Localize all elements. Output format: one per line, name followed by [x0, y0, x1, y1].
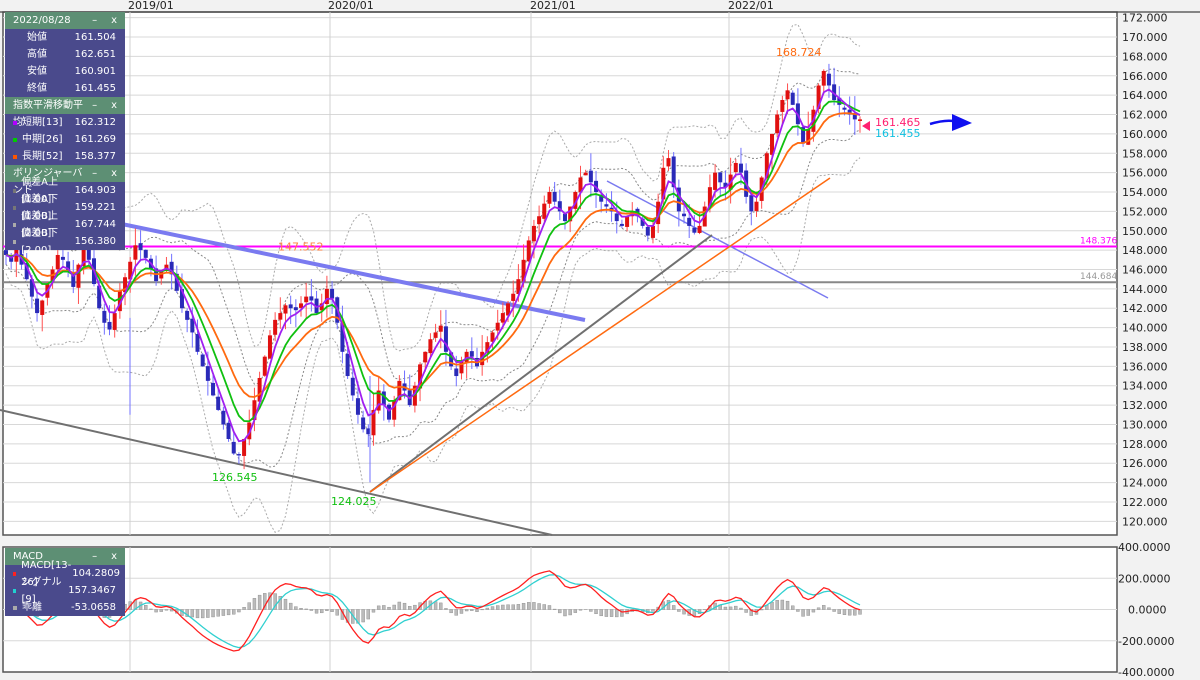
- macd-y-tick-label: 200.0000: [1118, 572, 1171, 585]
- y-tick-label: 156.000: [1122, 167, 1168, 180]
- legend-dot-icon: [13, 121, 17, 125]
- y-tick-label: 162.000: [1122, 109, 1168, 122]
- legend-dot-icon: [13, 589, 16, 593]
- y-tick-label: 168.000: [1122, 50, 1168, 63]
- bb-row-b-lower: 偏差B下[2.00]156.380: [5, 233, 125, 250]
- y-tick-label: 130.000: [1122, 418, 1168, 431]
- legend-dot-icon: [13, 240, 16, 244]
- svg-text:144.684: 144.684: [1080, 272, 1117, 282]
- y-tick-label: 128.000: [1122, 438, 1168, 451]
- legend-dot-icon: [13, 138, 17, 142]
- ema-panel-header: 指数平滑移動平均 –x: [5, 97, 125, 114]
- close-icon[interactable]: x: [111, 97, 117, 114]
- macd-row-signal: シグナル[9]157.3467: [5, 582, 125, 599]
- y-tick-label: 142.000: [1122, 302, 1168, 315]
- ohlc-panel-title: 2022/08/28: [13, 12, 71, 29]
- svg-text:148.376: 148.376: [1080, 236, 1117, 246]
- x-tick-2020: 2020/01: [328, 0, 374, 12]
- y-tick-label: 144.000: [1122, 283, 1168, 296]
- y-tick-label: 122.000: [1122, 496, 1168, 509]
- minimize-icon[interactable]: –: [92, 12, 97, 29]
- y-tick-label: 164.000: [1122, 89, 1168, 102]
- y-tick-label: 166.000: [1122, 70, 1168, 83]
- svg-text:147.552: 147.552: [278, 240, 324, 253]
- legend-dot-icon: [13, 155, 17, 159]
- y-tick-label: 136.000: [1122, 360, 1168, 373]
- macd-y-tick-label: 0.0000: [1128, 604, 1167, 617]
- low-label-2019: 126.545: [212, 471, 258, 484]
- legend-dot-icon: [13, 572, 16, 576]
- price-tag-cyan: 161.455: [875, 127, 921, 140]
- macd-y-tick-label: -400.0000: [1118, 666, 1174, 676]
- minimize-icon[interactable]: –: [92, 97, 97, 114]
- macd-y-tick-label: -200.0000: [1118, 635, 1174, 648]
- high-label: 168.724: [776, 46, 822, 59]
- x-tick-2022: 2022/01: [728, 0, 774, 12]
- y-tick-label: 170.000: [1122, 31, 1168, 44]
- ema-panel-title: 指数平滑移動平均: [13, 97, 92, 114]
- y-tick-label: 150.000: [1122, 225, 1168, 238]
- y-tick-label: 132.000: [1122, 399, 1168, 412]
- y-tick-label: 160.000: [1122, 128, 1168, 141]
- y-tick-label: 146.000: [1122, 264, 1168, 277]
- y-tick-label: 172.000: [1122, 12, 1168, 25]
- legend-dot-icon: [13, 223, 16, 227]
- minimize-icon[interactable]: –: [92, 548, 97, 565]
- x-tick-2019: 2019/01: [128, 0, 174, 12]
- y-tick-label: 134.000: [1122, 380, 1168, 393]
- macd-y-tick-label: 400.0000: [1118, 541, 1171, 554]
- y-tick-label: 148.000: [1122, 244, 1168, 257]
- y-tick-label: 126.000: [1122, 457, 1168, 470]
- y-tick-label: 154.000: [1122, 186, 1168, 199]
- legend-dot-icon: [13, 206, 16, 210]
- legend-dot-icon: [13, 189, 16, 193]
- x-tick-2021: 2021/01: [530, 0, 576, 12]
- ohlc-panel-header: 2022/08/28 –x: [5, 12, 125, 29]
- macd-panel: MACD –x MACD[13-26]104.2809 シグナル[9]157.3…: [5, 548, 125, 616]
- close-icon[interactable]: x: [111, 165, 117, 182]
- y-tick-label: 124.000: [1122, 477, 1168, 490]
- y-tick-label: 140.000: [1122, 322, 1168, 335]
- legend-dot-icon: [13, 606, 17, 610]
- close-icon[interactable]: x: [111, 12, 117, 29]
- ema-row-long: 長期[52]158.377: [5, 148, 125, 165]
- minimize-icon[interactable]: –: [92, 165, 97, 182]
- ema-row-short: 短期[13]162.312: [5, 114, 125, 131]
- close-icon[interactable]: x: [111, 548, 117, 565]
- y-tick-label: 158.000: [1122, 147, 1168, 160]
- y-tick-label: 120.000: [1122, 515, 1168, 528]
- y-tick-label: 138.000: [1122, 341, 1168, 354]
- y-tick-label: 152.000: [1122, 205, 1168, 218]
- low-label-2020: 124.025: [331, 495, 377, 508]
- ema-row-mid: 中期[26]161.269: [5, 131, 125, 148]
